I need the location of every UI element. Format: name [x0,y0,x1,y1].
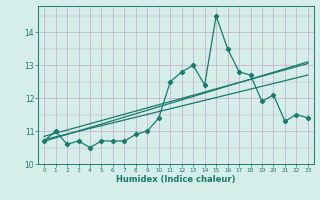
X-axis label: Humidex (Indice chaleur): Humidex (Indice chaleur) [116,175,236,184]
